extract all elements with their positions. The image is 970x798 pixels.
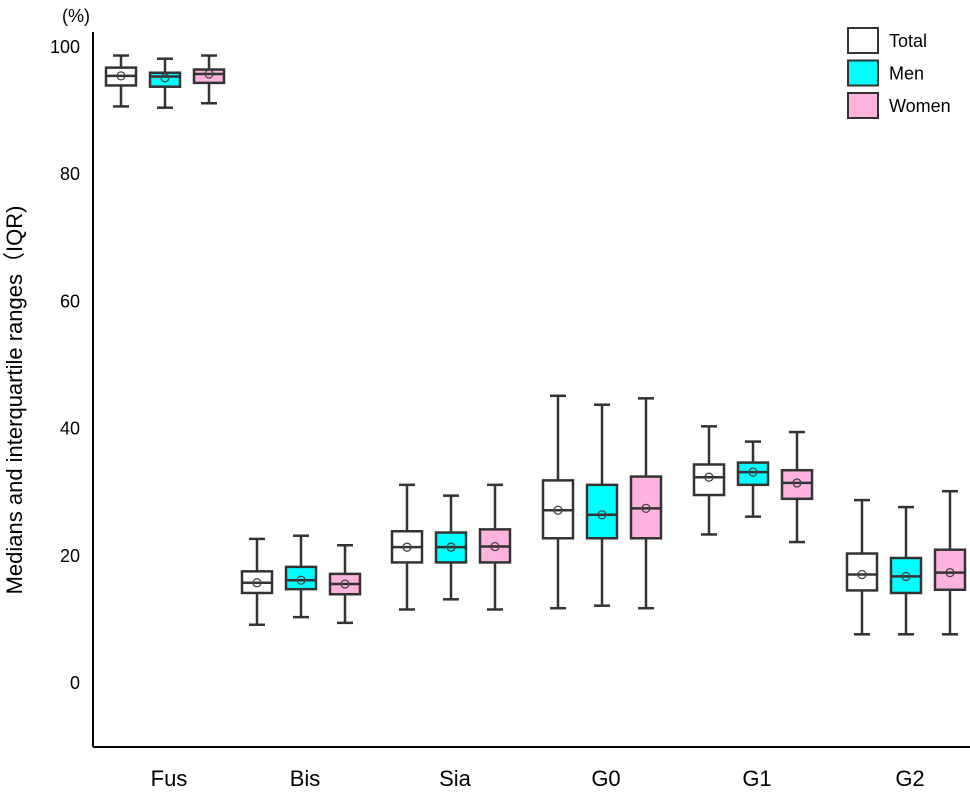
x-tick-label: G0	[591, 766, 620, 791]
mean-marker	[792, 478, 802, 488]
legend-label: Men	[889, 64, 924, 84]
mean-marker	[945, 567, 955, 578]
y-tick-label: 60	[60, 291, 80, 311]
box-women-g1	[780, 430, 814, 544]
mean-marker	[204, 69, 214, 79]
mean-marker	[490, 541, 500, 552]
mean-marker	[901, 571, 911, 582]
x-tick-label: Sia	[439, 766, 472, 791]
legend-label: Women	[889, 96, 951, 116]
mean-marker	[116, 71, 126, 81]
box-women-fus	[192, 54, 226, 105]
legend-swatch-total	[847, 27, 879, 54]
box-total-bis	[240, 537, 274, 627]
mean-marker	[704, 472, 714, 482]
mean-marker	[857, 569, 867, 580]
box-total-sia	[390, 483, 424, 611]
mean-marker	[340, 579, 350, 589]
box-men-g0	[585, 403, 619, 607]
iqr-box	[736, 461, 770, 487]
mean-marker	[252, 578, 262, 588]
box-total-g1	[692, 425, 726, 536]
x-tick-label: G1	[742, 766, 771, 791]
mean-marker	[748, 467, 758, 477]
legend: Total Men Women	[847, 27, 951, 119]
mean-marker	[402, 542, 412, 552]
x-tick-label: G2	[895, 766, 924, 791]
box-total-g2	[845, 498, 879, 636]
iqr-box	[192, 68, 226, 85]
box-men-sia	[434, 494, 468, 601]
y-axis-label: Medians and interquartile ranges（IQR)	[2, 206, 27, 595]
box-total-g0	[541, 394, 575, 610]
mean-marker	[160, 73, 170, 83]
box-men-fus	[148, 57, 182, 109]
iqr-box	[284, 565, 318, 591]
mean-marker	[446, 542, 456, 552]
x-tick-label: Fus	[151, 766, 188, 791]
box-women-g0	[629, 397, 663, 610]
box-men-g2	[889, 505, 923, 636]
box-women-g2	[933, 489, 967, 636]
mean-marker	[597, 510, 607, 520]
legend-swatch-men	[847, 59, 879, 87]
iqr-box	[780, 468, 814, 501]
box-men-bis	[284, 534, 318, 619]
box-men-g1	[736, 440, 770, 518]
box-women-sia	[478, 483, 512, 611]
iqr-box	[845, 552, 879, 592]
x-tick-label: Bis	[290, 766, 321, 791]
mean-marker	[641, 503, 651, 514]
y-unit-label: (%)	[62, 6, 90, 26]
mean-marker	[296, 575, 306, 585]
mean-marker	[553, 505, 563, 515]
y-tick-label: 80	[60, 164, 80, 184]
iqr-box	[585, 483, 619, 540]
y-tick-label: 20	[60, 546, 80, 566]
y-tick-label: 100	[50, 37, 80, 57]
box-total-fus	[104, 54, 138, 108]
box-women-bis	[328, 544, 362, 625]
legend-label: Total	[889, 31, 927, 51]
iqr-box	[933, 548, 967, 592]
y-tick-label: 40	[60, 419, 80, 439]
iqr-box	[692, 463, 726, 497]
legend-swatch-women	[847, 92, 879, 119]
y-tick-label: 0	[70, 673, 80, 693]
iqr-box	[148, 71, 182, 88]
